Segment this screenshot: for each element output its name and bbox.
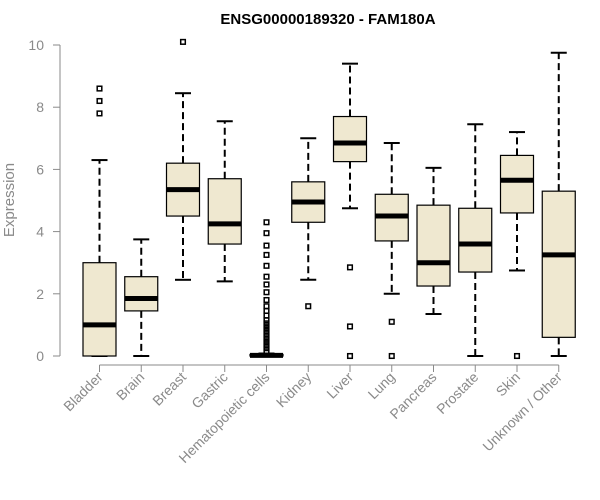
outlier-point — [263, 338, 270, 346]
y-tick-label: 0 — [36, 348, 44, 364]
outlier-point — [388, 352, 395, 360]
boxes-group — [82, 38, 576, 360]
x-tick-label: Liver — [323, 369, 356, 402]
outlier-point — [263, 296, 270, 304]
outlier-point — [263, 289, 270, 296]
outlier-point — [263, 320, 270, 327]
box-lung — [374, 141, 409, 360]
y-tick-label: 10 — [28, 37, 44, 53]
outlier-point — [263, 262, 270, 269]
x-tick-label: Breast — [149, 369, 189, 409]
outlier-point — [263, 342, 270, 349]
x-tick-label: Lung — [365, 369, 398, 402]
outlier-point — [388, 318, 395, 325]
box-prostate — [458, 123, 493, 357]
outlier-point — [263, 326, 270, 333]
x-tick-label: Brain — [113, 369, 147, 403]
box-brain — [124, 238, 159, 357]
y-tick-label: 8 — [36, 99, 44, 115]
box-hematopoietic-cells — [249, 219, 284, 358]
box-gastric — [207, 120, 242, 283]
outlier-point — [263, 230, 270, 237]
box-kidney — [291, 137, 326, 310]
outlier-point — [513, 352, 521, 360]
outlier-point — [263, 348, 270, 355]
iqr-box — [124, 276, 159, 312]
outlier-point — [346, 264, 354, 271]
y-tick-label: 2 — [36, 286, 44, 302]
y-tick-label: 4 — [36, 224, 44, 240]
box-pancreas — [416, 166, 451, 316]
iqr-box — [541, 190, 576, 338]
iqr-box — [499, 154, 535, 214]
y-tick-label: 6 — [36, 161, 44, 177]
box-skin — [499, 131, 535, 360]
outlier-point — [263, 273, 270, 280]
outlier-point — [96, 110, 103, 117]
x-tick-label: Unknown / Other — [479, 369, 565, 455]
x-tick-label: Prostate — [433, 369, 481, 417]
box-breast — [165, 38, 201, 281]
iqr-box — [458, 207, 493, 273]
outlier-point — [263, 307, 270, 314]
outlier-point — [263, 303, 270, 310]
outlier-point — [346, 323, 354, 330]
box-liver — [332, 62, 368, 360]
outlier-point — [263, 317, 270, 324]
outlier-point — [263, 251, 270, 258]
y-axis-label: Expression — [1, 163, 18, 237]
outlier-point — [305, 303, 312, 310]
outlier-point — [96, 97, 103, 105]
y-axis: 0 2 4 6 8 10 — [28, 37, 61, 364]
box-bladder — [82, 85, 117, 357]
x-tick-label: Skin — [493, 369, 524, 400]
outlier-point — [263, 332, 270, 339]
outlier-point — [263, 323, 270, 330]
outlier-point — [263, 345, 270, 352]
x-tick-label: Bladder — [60, 369, 106, 415]
iqr-box — [332, 115, 368, 163]
iqr-box — [82, 262, 117, 357]
outlier-point — [263, 335, 270, 342]
outlier-point — [96, 85, 103, 92]
outlier-point — [346, 352, 354, 360]
iqr-box — [416, 204, 451, 287]
outlier-point — [263, 242, 270, 249]
outlier-point — [263, 329, 270, 336]
outlier-point — [263, 219, 270, 226]
outlier-point — [179, 38, 187, 45]
outlier-point — [263, 312, 270, 319]
box-unknown-other — [541, 51, 576, 357]
x-tick-label: Kidney — [273, 369, 315, 411]
outlier-point — [263, 281, 270, 288]
iqr-box — [207, 178, 242, 245]
chart-title: ENSG00000189320 - FAM180A — [220, 11, 435, 28]
